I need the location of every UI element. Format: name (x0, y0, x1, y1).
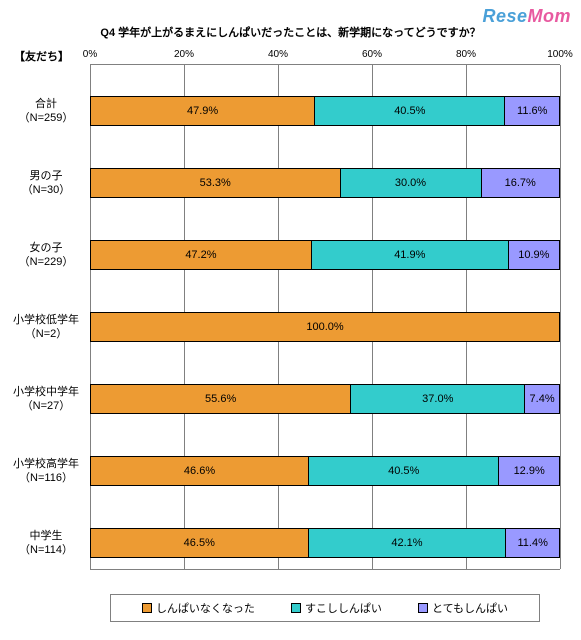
bar-row: 100.0% (90, 312, 560, 342)
legend-label: とてもしんぱい (432, 600, 508, 616)
legend-swatch (142, 603, 152, 613)
x-tick-label: 100% (547, 49, 573, 60)
row-label: 女の子（N=229） (4, 241, 88, 270)
row-label-line2: （N=116） (4, 471, 88, 485)
bar-segment: 47.9% (90, 96, 315, 126)
row-label-line1: 中学生 (4, 529, 88, 543)
row-label: 小学校低学年（N=2） (4, 313, 88, 342)
x-tick-label: 0% (83, 49, 97, 60)
row-label: 中学生（N=114） (4, 529, 88, 558)
row-label-line2: （N=27） (4, 399, 88, 413)
watermark-left: Rese (482, 6, 527, 26)
row-label-line1: 女の子 (4, 241, 88, 255)
x-tick-label: 60% (362, 49, 382, 60)
x-tick-label: 80% (456, 49, 476, 60)
bar-segment: 100.0% (90, 312, 560, 342)
row-label: 小学校中学年（N=27） (4, 385, 88, 414)
row-label-line1: 小学校中学年 (4, 385, 88, 399)
row-label-line2: （N=114） (4, 543, 88, 557)
watermark-right: Mom (528, 6, 572, 26)
chart-subtitle: 【友だち】 (14, 48, 69, 64)
bar-row: 53.3%30.0%16.7% (90, 168, 560, 198)
legend-label: すこししんぱい (305, 600, 382, 616)
row-label-line2: （N=2） (4, 327, 88, 341)
row-label-line1: 合計 (4, 97, 88, 111)
legend-item: すこししんぱい (291, 600, 382, 616)
bar-segment: 46.6% (90, 456, 309, 486)
bar-segment: 40.5% (309, 456, 499, 486)
bar-segment: 11.4% (506, 528, 560, 558)
legend-swatch (418, 603, 428, 613)
row-label-line2: （N=229） (4, 255, 88, 269)
bar-row: 47.9%40.5%11.6% (90, 96, 560, 126)
row-label: 小学校高学年（N=116） (4, 457, 88, 486)
row-label: 男の子（N=30） (4, 169, 88, 198)
bar-segment: 30.0% (341, 168, 482, 198)
legend: しんぱいなくなった すこししんぱい とてもしんぱい (110, 594, 540, 622)
x-tick-label: 40% (268, 49, 288, 60)
bar-segment: 11.6% (505, 96, 560, 126)
bar-segment: 42.1% (309, 528, 507, 558)
legend-label: しんぱいなくなった (156, 600, 255, 616)
bar-segment: 46.5% (90, 528, 309, 558)
bar-segment: 40.5% (315, 96, 505, 126)
chart-canvas: ReseMom Q4 学年が上がるまえにしんぱいだったことは、新学期になってどう… (0, 0, 581, 640)
bar-row: 55.6%37.0%7.4% (90, 384, 560, 414)
bar-segment: 12.9% (499, 456, 560, 486)
bar-row: 46.5%42.1%11.4% (90, 528, 560, 558)
legend-item: しんぱいなくなった (142, 600, 255, 616)
bar-row: 46.6%40.5%12.9% (90, 456, 560, 486)
bar-row: 47.2%41.9%10.9% (90, 240, 560, 270)
gridline (560, 65, 561, 569)
legend-item: とてもしんぱい (418, 600, 508, 616)
bar-segment: 16.7% (482, 168, 560, 198)
chart-title: Q4 学年が上がるまえにしんぱいだったことは、新学期になってどうですか？ (0, 24, 581, 40)
row-label-line1: 小学校低学年 (4, 313, 88, 327)
bar-segment: 55.6% (90, 384, 351, 414)
legend-swatch (291, 603, 301, 613)
bar-segment: 47.2% (90, 240, 312, 270)
bar-segment: 41.9% (312, 240, 509, 270)
row-label-line1: 男の子 (4, 169, 88, 183)
bar-segment: 53.3% (90, 168, 341, 198)
row-label-line1: 小学校高学年 (4, 457, 88, 471)
bar-segment: 10.9% (509, 240, 560, 270)
bar-segment: 7.4% (525, 384, 560, 414)
row-label-line2: （N=259） (4, 111, 88, 125)
x-tick-label: 20% (174, 49, 194, 60)
row-label: 合計（N=259） (4, 97, 88, 126)
bar-segment: 37.0% (351, 384, 525, 414)
row-label-line2: （N=30） (4, 183, 88, 197)
